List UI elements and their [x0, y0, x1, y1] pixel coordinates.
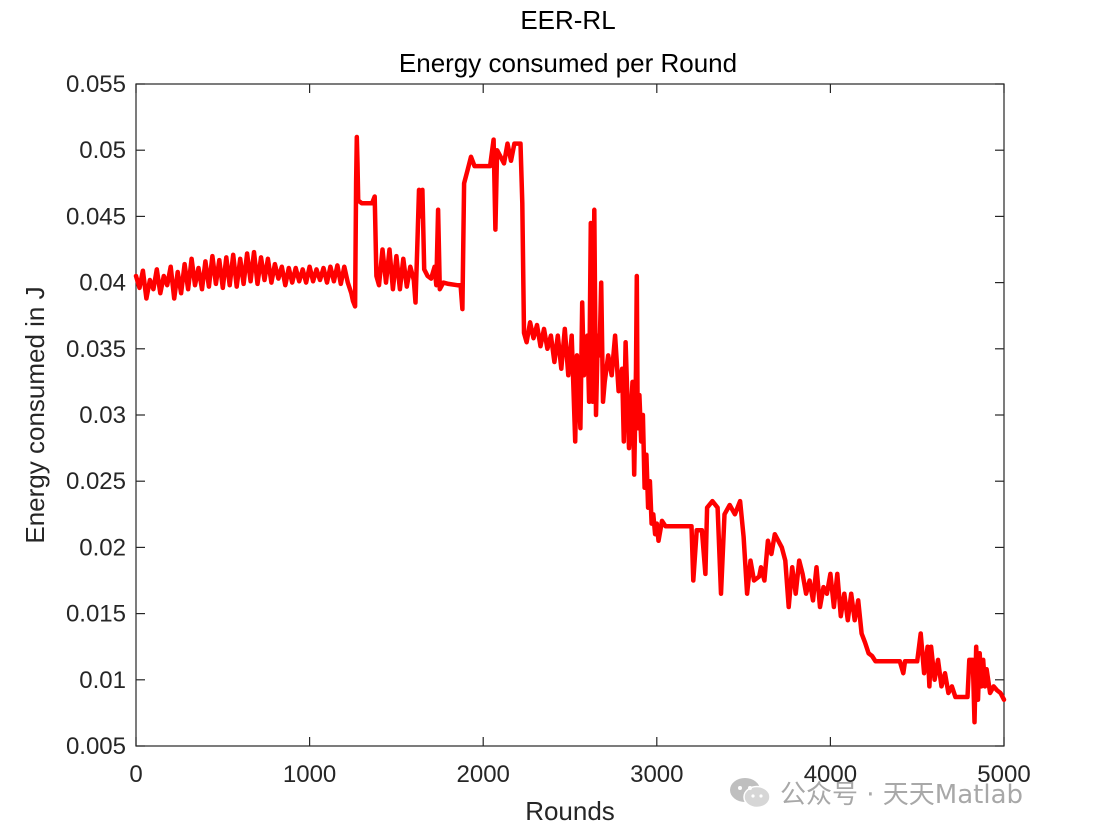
chart-subtitle: Energy consumed per Round — [399, 48, 737, 78]
chart-title: EER-RL — [520, 5, 615, 35]
x-tick-label: 1000 — [283, 761, 336, 788]
x-axis-ticks: 0 1000 2000 3000 4000 5000 — [129, 84, 1031, 788]
y-axis-ticks: 0.005 0.01 0.015 0.02 0.025 0.03 0.035 0.04 0.04… — [66, 71, 1004, 760]
y-tick-label: 0.03 — [79, 402, 126, 429]
y-tick-label: 0.04 — [79, 270, 126, 297]
y-tick-label: 0.005 — [66, 733, 126, 760]
watermark: 公众号 · 天天Matlab — [728, 774, 1023, 811]
y-tick-label: 0.05 — [79, 137, 126, 164]
wechat-icon — [730, 777, 771, 808]
y-tick-label: 0.02 — [79, 534, 126, 561]
y-tick-label: 0.025 — [66, 468, 126, 495]
y-tick-label: 0.045 — [66, 203, 126, 230]
y-tick-label: 0.01 — [79, 667, 126, 694]
watermark-text: 公众号 · 天天Matlab — [780, 780, 1024, 810]
series-line-energy — [133, 134, 1007, 725]
plot-area — [135, 83, 1005, 747]
y-tick-label: 0.035 — [66, 336, 126, 363]
y-axis-title: Energy consumed in J — [20, 286, 50, 543]
x-tick-label: 4000 — [804, 761, 857, 788]
y-tick-label: 0.055 — [66, 71, 126, 98]
x-tick-label: 5000 — [977, 761, 1030, 788]
y-tick-label: 0.015 — [66, 601, 126, 628]
x-tick-label: 3000 — [630, 761, 683, 788]
x-tick-label: 2000 — [457, 761, 510, 788]
x-axis-title: Rounds — [525, 796, 615, 826]
x-tick-label: 0 — [129, 761, 142, 788]
